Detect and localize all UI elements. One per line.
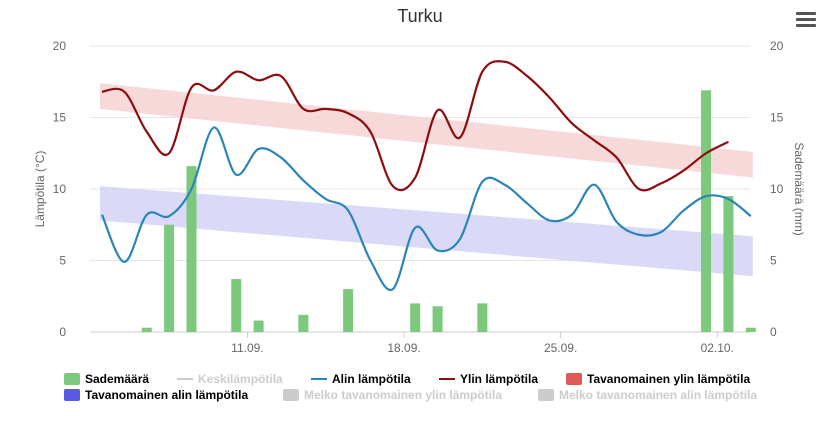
precipitation-bar xyxy=(231,279,242,332)
precipitation-bar xyxy=(477,303,488,332)
y-axis-right: 0 5 10 15 20 xyxy=(770,39,784,339)
legend-item-precipitation[interactable]: Sademäärä xyxy=(64,372,149,386)
legend-label: Melko tavanomainen ylin lämpötila xyxy=(304,388,503,402)
y-axis-left: 0 5 10 15 20 xyxy=(53,39,67,339)
precipitation-bar xyxy=(186,166,197,332)
y-tick-label-right: 5 xyxy=(770,254,777,268)
fairly-normal-max-legend-icon xyxy=(283,389,299,401)
min-temperature-legend-icon xyxy=(311,378,327,380)
legend-label: Ylin lämpötila xyxy=(460,372,539,386)
legend-item-normal-min[interactable]: Tavanomainen alin lämpötila xyxy=(64,388,248,402)
precipitation-bar xyxy=(432,306,443,332)
legend-label: Tavanomainen alin lämpötila xyxy=(85,388,249,402)
mean-temperature-legend-icon xyxy=(177,378,193,380)
x-tick-label: 02.10. xyxy=(701,341,734,355)
x-tick-label: 11.09. xyxy=(231,341,263,355)
precipitation-legend-icon xyxy=(64,373,80,385)
precipitation-bar xyxy=(343,289,354,332)
precipitation-bar xyxy=(141,327,152,332)
y-tick-label-right: 10 xyxy=(770,182,784,196)
y-axis-right-title: Sademäärä (mm) xyxy=(792,142,806,235)
x-axis: 11.09. 18.09. 25.09. 02.10. xyxy=(231,332,734,355)
legend-label: Melko tavanomainen alin lämpötila xyxy=(559,388,758,402)
precipitation-bar xyxy=(745,327,756,332)
chart-title: Turku xyxy=(397,6,443,26)
y-tick-label-left: 10 xyxy=(53,182,67,196)
precipitation-bars xyxy=(141,90,756,332)
normal-min-band xyxy=(100,186,753,277)
legend-item-mean-temperature[interactable]: Keskilämpötila xyxy=(177,372,283,386)
normal-bands xyxy=(100,83,753,277)
y-tick-label-right: 20 xyxy=(770,39,784,53)
fairly-normal-min-legend-icon xyxy=(538,389,554,401)
y-tick-label-right: 0 xyxy=(770,325,777,339)
legend-label: Sademäärä xyxy=(85,372,150,386)
precipitation-bar xyxy=(253,320,264,332)
x-tick-label: 18.09. xyxy=(387,341,420,355)
legend-item-fairly-normal-min[interactable]: Melko tavanomainen alin lämpötila xyxy=(538,388,757,402)
legend-item-normal-max[interactable]: Tavanomainen ylin lämpötila xyxy=(566,372,750,386)
max-temperature-line xyxy=(101,60,729,192)
legend-label: Tavanomainen ylin lämpötila xyxy=(587,372,751,386)
normal-min-legend-icon xyxy=(64,389,80,401)
legend-label: Keskilämpötila xyxy=(198,372,283,386)
y-axis-left-title: Lämpötila (°C) xyxy=(33,151,47,228)
y-tick-label-left: 0 xyxy=(59,325,66,339)
y-tick-label-left: 15 xyxy=(53,111,67,125)
temperature-lines xyxy=(100,60,752,292)
min-temperature-line xyxy=(100,126,752,292)
max-temperature-legend-icon xyxy=(439,378,455,380)
y-tick-label-left: 20 xyxy=(53,39,67,53)
precipitation-bar xyxy=(164,224,175,332)
precipitation-bar xyxy=(701,90,712,332)
precipitation-bar xyxy=(298,314,309,332)
x-tick-label: 25.09. xyxy=(544,341,577,355)
normal-max-legend-icon xyxy=(566,373,582,385)
chart-canvas: 0 5 10 15 20 0 5 10 15 20 11.09. 18.09. 25.09. 02.1… xyxy=(33,39,806,355)
hamburger-menu-icon[interactable] xyxy=(796,12,816,28)
normal-max-band xyxy=(100,83,753,178)
precipitation-bar xyxy=(410,303,421,332)
legend-item-min-temperature[interactable]: Alin lämpötila xyxy=(311,372,411,386)
precipitation-bar xyxy=(723,196,734,332)
y-tick-label-right: 15 xyxy=(770,111,784,125)
y-tick-label-left: 5 xyxy=(59,254,66,268)
legend-item-max-temperature[interactable]: Ylin lämpötila xyxy=(439,372,538,386)
legend-label: Alin lämpötila xyxy=(332,372,411,386)
legend-item-fairly-normal-max[interactable]: Melko tavanomainen ylin lämpötila xyxy=(283,388,502,402)
